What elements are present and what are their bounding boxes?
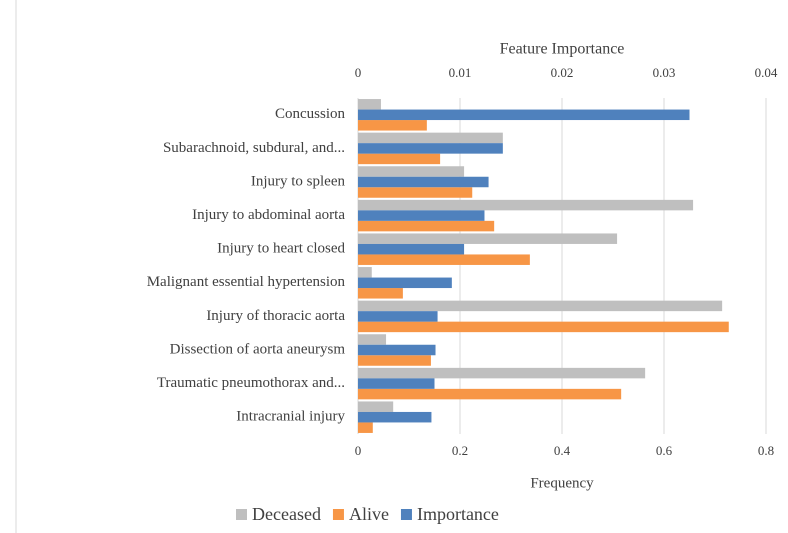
- bar: [358, 187, 473, 198]
- bar: [358, 277, 452, 289]
- x2-tick-label: 0.01: [449, 65, 472, 80]
- bar: [358, 378, 435, 389]
- legend-label: Deceased: [252, 504, 321, 524]
- x-tick-label: 0.2: [452, 443, 468, 458]
- bar: [358, 109, 690, 121]
- bar: [358, 220, 495, 232]
- bar: [358, 401, 394, 412]
- legend-label: Alive: [349, 504, 389, 524]
- x2-axis-title: Feature Importance: [500, 41, 625, 58]
- x-axis-title: Frequency: [530, 475, 594, 491]
- bar: [358, 153, 441, 165]
- y-tick-label: Injury to heart closed: [217, 241, 345, 257]
- bar: [358, 344, 436, 356]
- bar: [358, 99, 381, 110]
- x-tick-label: 0: [355, 443, 362, 458]
- y-tick-label: Injury to abdominal aorta: [192, 207, 345, 223]
- bar: [358, 288, 403, 299]
- bar: [358, 311, 438, 322]
- x2-tick-label: 0.03: [653, 65, 676, 80]
- bar: [358, 300, 723, 312]
- bar: [358, 411, 432, 423]
- x2-tick-label: 0.02: [551, 65, 574, 80]
- y-tick-label: Injury of thoracic aorta: [206, 308, 345, 324]
- bar: [358, 254, 530, 265]
- legend-swatch: [400, 509, 412, 520]
- y-tick-label: Concussion: [275, 106, 346, 122]
- y-tick-label: Intracranial injury: [236, 409, 345, 425]
- bar: [358, 388, 622, 400]
- bar: [358, 267, 372, 278]
- bar: [358, 176, 489, 188]
- bar: [358, 132, 503, 144]
- legend-swatch: [236, 509, 247, 520]
- legend-swatch: [332, 509, 344, 520]
- y-tick-label: Subarachnoid, subdural, and...: [163, 140, 345, 156]
- x-tick-label: 0.4: [554, 443, 571, 458]
- bar: [358, 243, 465, 255]
- bar: [358, 321, 729, 333]
- y-tick-label: Dissection of aorta aneurysm: [170, 341, 346, 357]
- x-tick-label: 0.8: [758, 443, 774, 458]
- x2-tick-label: 0: [355, 65, 362, 80]
- bar: [358, 367, 646, 379]
- bar: [358, 166, 465, 177]
- y-tick-label: Injury to spleen: [251, 173, 346, 189]
- bar: [358, 210, 485, 221]
- bar: [358, 355, 431, 366]
- bar: [358, 199, 694, 211]
- bar: [358, 334, 387, 345]
- bar: [358, 422, 373, 433]
- y-tick-label: Traumatic pneumothorax and...: [157, 375, 345, 391]
- bar: [358, 233, 618, 244]
- bar: [358, 143, 503, 154]
- legend-label: Importance: [417, 504, 499, 524]
- y-tick-label: Malignant essential hypertension: [147, 274, 346, 290]
- x2-tick-label: 0.04: [755, 65, 778, 80]
- x-tick-label: 0.6: [656, 443, 673, 458]
- bar: [358, 120, 427, 131]
